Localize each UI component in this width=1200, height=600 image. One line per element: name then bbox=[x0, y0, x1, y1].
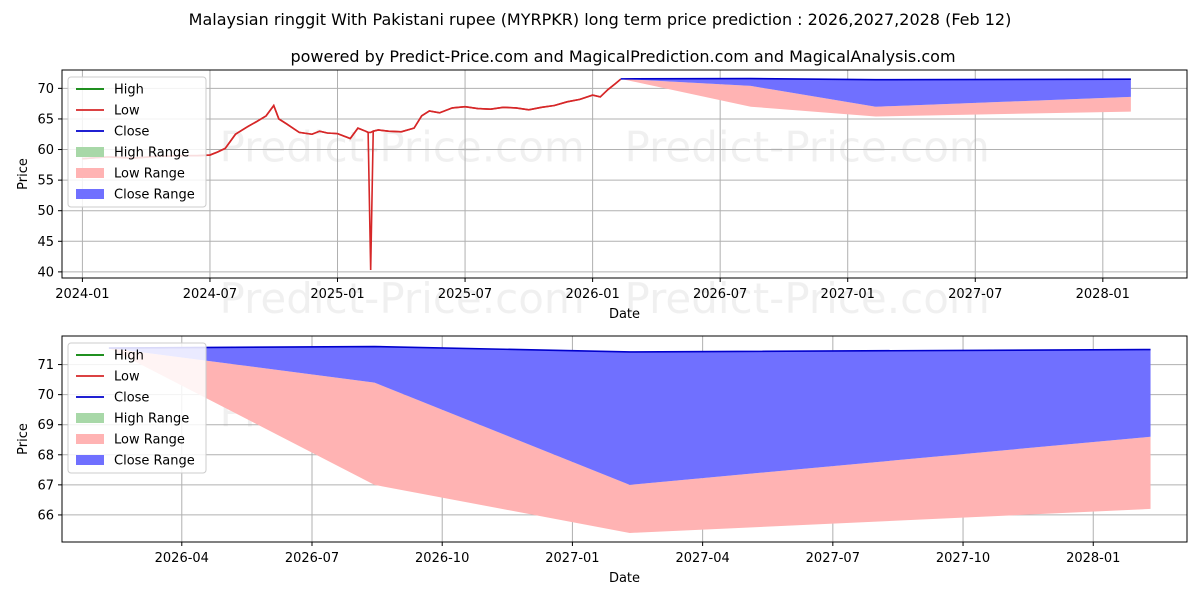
watermark-text: Predict-Price.com bbox=[220, 123, 585, 172]
x-axis-label: Date bbox=[609, 571, 640, 586]
x-tick-label: 2028-01 bbox=[1066, 551, 1120, 566]
x-tick-label: 2026-01 bbox=[565, 287, 619, 302]
x-tick-label: 2027-01 bbox=[545, 551, 599, 566]
legend-entry-label: High bbox=[114, 83, 144, 98]
x-tick-label: 2025-01 bbox=[310, 287, 364, 302]
legend-entry-label: High bbox=[114, 349, 144, 364]
chart-title: Malaysian ringgit With Pakistani rupee (… bbox=[189, 10, 1012, 29]
legend-entry-label: Close bbox=[114, 125, 149, 140]
y-tick-label: 70 bbox=[37, 82, 54, 97]
x-tick-label: 2026-10 bbox=[415, 551, 469, 566]
y-tick-label: 60 bbox=[37, 143, 54, 158]
low-range-area bbox=[620, 78, 1131, 117]
watermark-text: Predict-Price.com bbox=[625, 274, 990, 323]
low-range-area bbox=[108, 348, 1151, 533]
legend-area-swatch bbox=[76, 189, 104, 199]
legend-entry-label: Close Range bbox=[114, 454, 195, 469]
x-tick-label: 2026-07 bbox=[693, 287, 747, 302]
close-range-area bbox=[620, 78, 1131, 107]
y-tick-label: 55 bbox=[37, 174, 54, 189]
y-axis-label: Price bbox=[16, 158, 31, 190]
chart-subtitle: powered by Predict-Price.com and Magical… bbox=[290, 47, 955, 66]
y-tick-label: 50 bbox=[37, 204, 54, 219]
y-tick-label: 66 bbox=[37, 508, 54, 523]
close-range-area bbox=[108, 346, 1151, 485]
x-tick-label: 2027-10 bbox=[936, 551, 990, 566]
x-tick-label: 2027-01 bbox=[821, 287, 875, 302]
x-tick-label: 2027-07 bbox=[806, 551, 860, 566]
close-history-line bbox=[82, 78, 622, 160]
x-tick-label: 2026-04 bbox=[155, 551, 209, 566]
y-tick-label: 67 bbox=[37, 478, 54, 493]
legend-entry-label: Close bbox=[114, 391, 149, 406]
y-tick-label: 70 bbox=[37, 388, 54, 403]
x-tick-label: 2024-07 bbox=[183, 287, 237, 302]
top-price-chart: Predict-Price.com Predict-Price.com Predic… bbox=[16, 69, 1188, 323]
watermark-text: Predict-Price.com bbox=[220, 274, 585, 323]
x-axis-label: Date bbox=[609, 307, 640, 322]
legend-entry-label: Low bbox=[114, 370, 140, 385]
plot-frame bbox=[61, 335, 1188, 543]
y-tick-label: 69 bbox=[37, 418, 54, 433]
legend-entry-label: Low Range bbox=[114, 433, 185, 448]
legend-area-swatch bbox=[76, 413, 104, 423]
x-tick-label: 2028-01 bbox=[1076, 287, 1130, 302]
bottom-forecast-chart: Predict-Price.comPredict-Price.com2026-0… bbox=[16, 335, 1188, 586]
legend-entry-label: High Range bbox=[114, 412, 189, 427]
y-tick-label: 68 bbox=[37, 448, 54, 463]
close-series-line bbox=[108, 345, 1151, 353]
y-tick-label: 45 bbox=[37, 235, 54, 250]
y-axis-label: Price bbox=[16, 423, 31, 455]
y-tick-label: 71 bbox=[37, 358, 54, 373]
legend-area-swatch bbox=[76, 455, 104, 465]
y-tick-label: 40 bbox=[37, 265, 54, 280]
x-tick-label: 2027-07 bbox=[948, 287, 1002, 302]
legend-entry-label: Low bbox=[114, 104, 140, 119]
x-tick-label: 2024-01 bbox=[55, 287, 109, 302]
x-tick-label: 2027-04 bbox=[675, 551, 729, 566]
legend-area-swatch bbox=[76, 434, 104, 444]
legend-entry-label: High Range bbox=[114, 146, 189, 161]
legend-entry-label: Low Range bbox=[114, 167, 185, 182]
watermark-text: Predict-Price.com bbox=[625, 123, 990, 172]
x-tick-label: 2026-07 bbox=[285, 551, 339, 566]
legend-entry-label: Close Range bbox=[114, 188, 195, 203]
legend-area-swatch bbox=[76, 168, 104, 178]
x-tick-label: 2025-07 bbox=[438, 287, 492, 302]
plot-frame bbox=[61, 69, 1188, 279]
legend-area-swatch bbox=[76, 147, 104, 157]
y-tick-label: 65 bbox=[37, 112, 54, 127]
close-series-line bbox=[620, 77, 1131, 81]
